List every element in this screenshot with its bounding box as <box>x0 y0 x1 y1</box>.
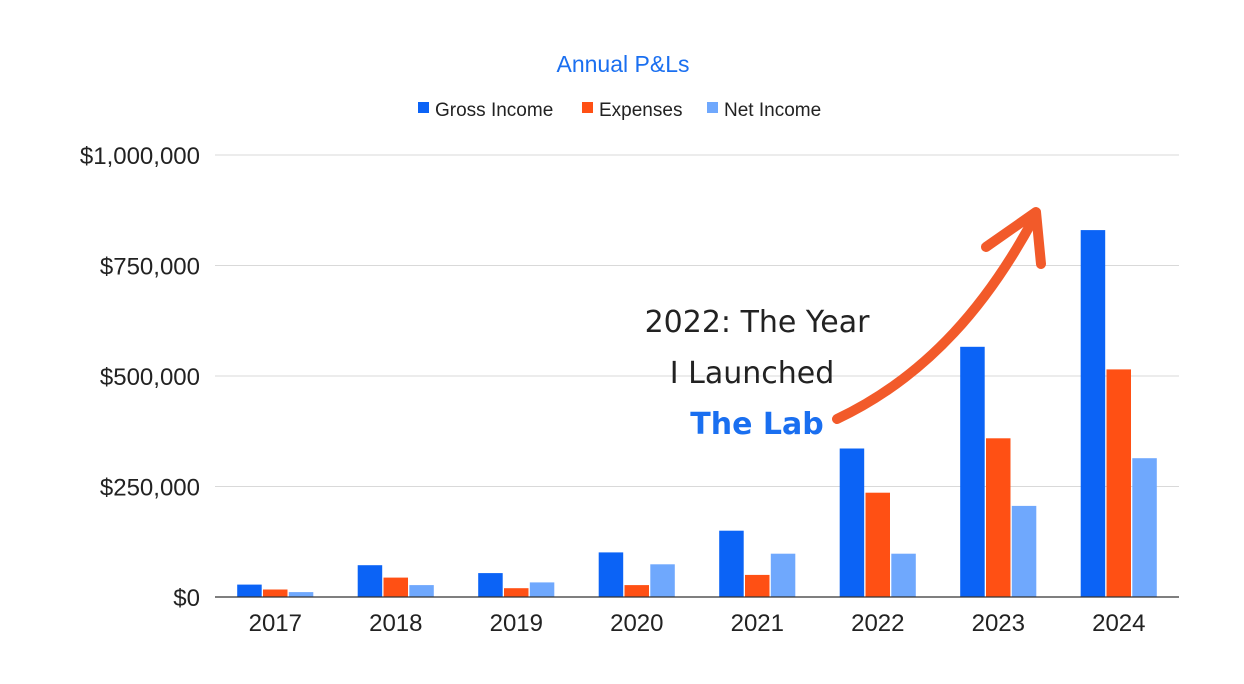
x-tick-label: 2023 <box>972 610 1025 637</box>
bar-expenses-2021 <box>745 574 770 597</box>
legend-label-net-income: Net Income <box>724 100 821 121</box>
x-axis-ticks: 2017 2018 2019 2020 2021 2022 2023 2024 <box>249 610 1146 637</box>
y-tick-label: $750,000 <box>100 254 200 281</box>
bar-gross-income-2018 <box>357 565 383 597</box>
x-tick-label: 2017 <box>249 610 302 637</box>
bar-gross-income-2021 <box>719 530 744 597</box>
y-axis-ticks: $0 $250,000 $500,000 $750,000 $1,000,000 <box>80 143 200 612</box>
bar-gross-income-2024 <box>1080 230 1106 597</box>
bar-gross-income-2019 <box>478 573 503 597</box>
annotation-line-2: I Launched <box>670 356 835 391</box>
bar-net-income-2020 <box>650 564 675 597</box>
bar-gross-income-2017 <box>237 584 262 597</box>
legend-swatch-expenses <box>582 102 593 113</box>
y-tick-label: $250,000 <box>100 475 200 502</box>
x-tick-label: 2024 <box>1092 610 1145 637</box>
legend-swatch-gross-income <box>418 102 429 113</box>
chart-title: Annual P&Ls <box>557 51 690 77</box>
gridlines <box>215 154 1179 487</box>
legend-swatch-net-income <box>707 102 718 113</box>
annotation-arrow-shaft <box>832 213 1039 424</box>
x-tick-label: 2019 <box>490 610 543 637</box>
y-tick-label: $1,000,000 <box>80 143 200 170</box>
bar-net-income-2021 <box>770 553 796 597</box>
bar-net-income-2018 <box>409 585 434 597</box>
bar-gross-income-2020 <box>598 552 624 597</box>
x-tick-label: 2022 <box>851 610 904 637</box>
x-tick-label: 2020 <box>610 610 663 637</box>
bar-expenses-2017 <box>263 589 288 597</box>
annotation-line-1: 2022: The Year <box>645 305 871 340</box>
bar-expenses-2018 <box>383 577 408 597</box>
annotation: 2022: The Year I Launched The Lab <box>645 207 1046 442</box>
bar-net-income-2024 <box>1132 458 1157 597</box>
bar-gross-income-2023 <box>960 346 985 597</box>
bar-expenses-2023 <box>986 438 1011 597</box>
bar-net-income-2017 <box>288 592 314 597</box>
bar-expenses-2020 <box>624 585 649 597</box>
x-tick-label: 2021 <box>731 610 784 637</box>
bar-gross-income-2022 <box>839 448 865 597</box>
legend: Gross Income Expenses Net Income <box>418 100 821 121</box>
annotation-arrow-head <box>981 207 1046 269</box>
bar-net-income-2023 <box>1011 505 1037 597</box>
legend-label-expenses: Expenses <box>599 100 682 121</box>
legend-label-gross-income: Gross Income <box>435 100 553 121</box>
bar-expenses-2024 <box>1106 369 1131 597</box>
bars <box>237 230 1157 597</box>
y-tick-label: $500,000 <box>100 364 200 391</box>
annotation-highlight: The Lab <box>690 407 823 442</box>
bar-expenses-2022 <box>865 492 890 597</box>
bar-net-income-2019 <box>529 582 555 597</box>
bar-expenses-2019 <box>504 588 529 597</box>
x-tick-label: 2018 <box>369 610 422 637</box>
bar-net-income-2022 <box>891 553 916 597</box>
y-tick-label: $0 <box>173 585 200 612</box>
